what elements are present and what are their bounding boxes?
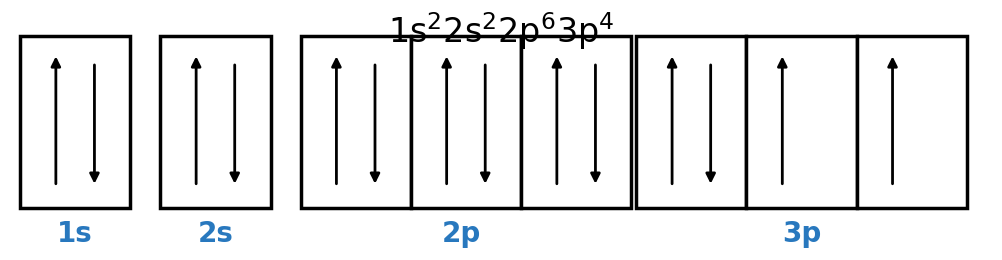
Bar xyxy=(160,36,271,208)
Text: $\mathregular{1s^{2}2s^{2}2p^{6}3p^{4}}$: $\mathregular{1s^{2}2s^{2}2p^{6}3p^{4}}$ xyxy=(388,10,614,52)
Bar xyxy=(411,36,521,208)
Text: 2s: 2s xyxy=(197,220,233,248)
Bar xyxy=(20,36,130,208)
Text: 2p: 2p xyxy=(441,220,481,248)
Text: 3p: 3p xyxy=(782,220,822,248)
Bar xyxy=(301,36,411,208)
Bar xyxy=(636,36,746,208)
Bar xyxy=(857,36,967,208)
Text: 1s: 1s xyxy=(57,220,93,248)
Bar xyxy=(746,36,857,208)
Bar xyxy=(521,36,631,208)
